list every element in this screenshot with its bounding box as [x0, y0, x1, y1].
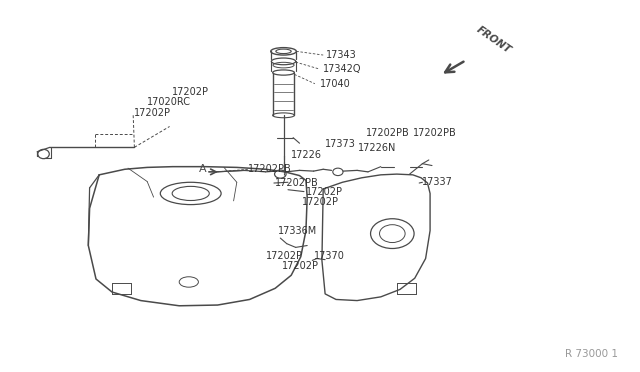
Text: 17342Q: 17342Q — [323, 64, 362, 74]
Text: 17202P: 17202P — [172, 87, 209, 97]
Text: 17040: 17040 — [320, 79, 351, 89]
Text: 17226N: 17226N — [358, 143, 397, 153]
Text: 17373: 17373 — [325, 140, 356, 149]
Text: 17202PB: 17202PB — [275, 178, 319, 188]
Text: 17370: 17370 — [314, 251, 344, 261]
Text: 17202PB: 17202PB — [413, 128, 456, 138]
Text: 17226: 17226 — [291, 151, 322, 160]
Text: 17202P: 17202P — [134, 109, 172, 118]
Text: A: A — [198, 164, 206, 174]
Text: 17336M: 17336M — [278, 226, 317, 235]
Text: 17020RC: 17020RC — [147, 97, 191, 107]
Text: 17202P: 17202P — [266, 251, 303, 261]
Text: 17202PB: 17202PB — [366, 128, 410, 138]
Text: 17343: 17343 — [326, 50, 357, 60]
Text: 17202P: 17202P — [302, 197, 339, 206]
Text: 17202PB: 17202PB — [248, 164, 292, 174]
Text: FRONT: FRONT — [475, 24, 513, 55]
Text: 17337: 17337 — [422, 177, 453, 186]
Text: 17202P: 17202P — [282, 261, 319, 271]
Text: R 73000 1: R 73000 1 — [564, 349, 618, 359]
Text: 17202P: 17202P — [306, 187, 343, 196]
